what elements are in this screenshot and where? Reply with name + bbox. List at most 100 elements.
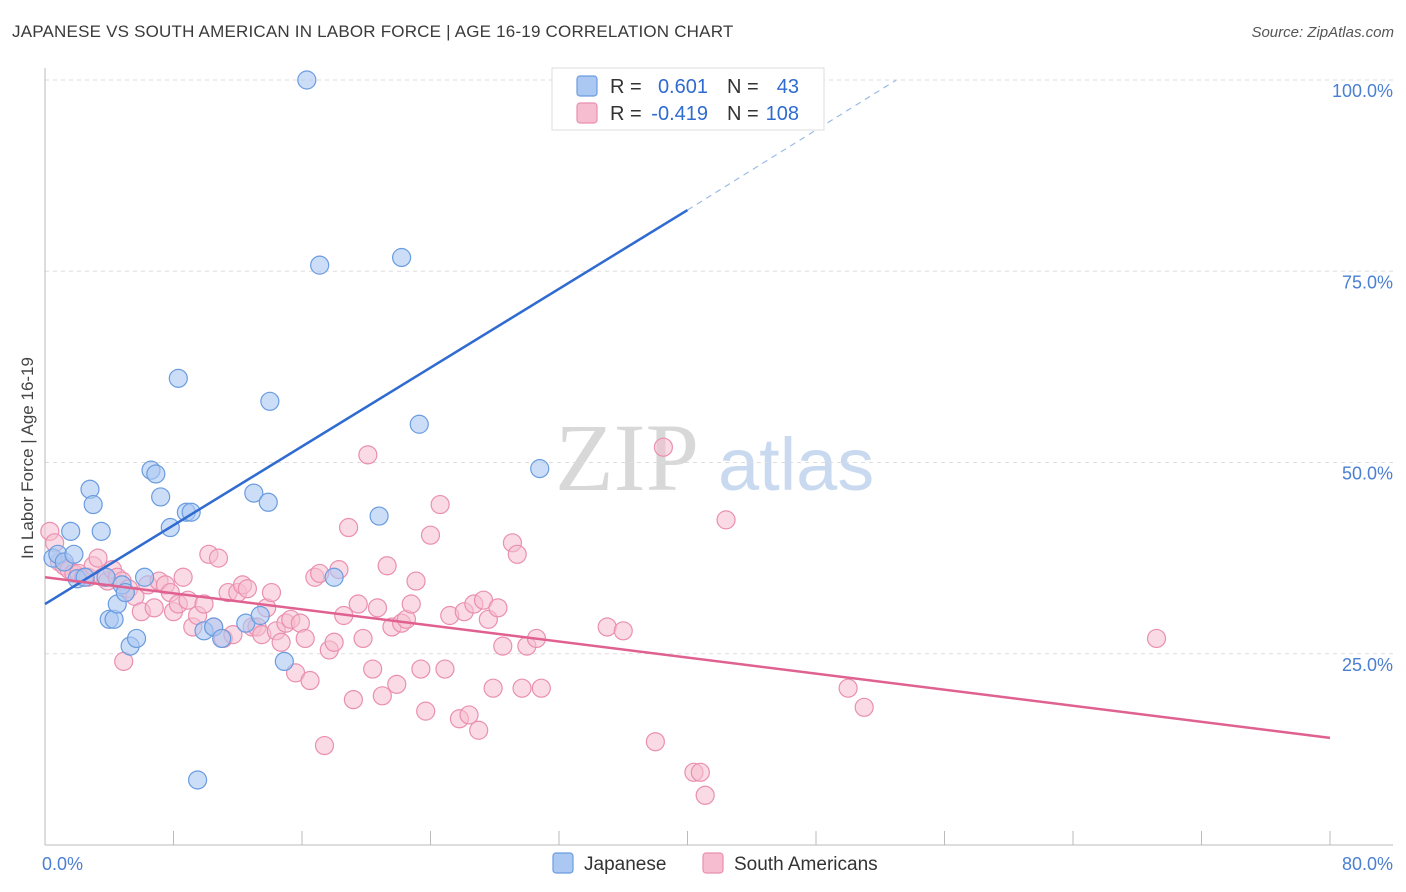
south-americans-point bbox=[406, 571, 426, 591]
watermark-atlas: atlas bbox=[718, 423, 874, 506]
south-americans-point bbox=[488, 598, 508, 618]
x-tick-labels: 0.0% 80.0% bbox=[42, 854, 1393, 874]
south-americans-point bbox=[338, 517, 359, 538]
y-tick-labels: 25.0% 50.0% 75.0% 100.0% bbox=[1332, 81, 1393, 675]
watermark-zip: ZIP bbox=[555, 404, 699, 511]
trend-lines bbox=[44, 79, 1331, 740]
y-tick-label-50: 50.0% bbox=[1342, 464, 1393, 484]
japanese-point bbox=[146, 464, 166, 484]
south-americans-point bbox=[716, 510, 736, 530]
south-americans-point bbox=[420, 525, 441, 545]
japanese-point bbox=[274, 651, 294, 672]
south-americans-point bbox=[653, 437, 674, 457]
south-americans-point bbox=[695, 785, 715, 805]
japanese-point bbox=[187, 770, 208, 790]
y-tick-label-25: 25.0% bbox=[1342, 655, 1393, 675]
japanese-point bbox=[391, 247, 412, 268]
japanese-point bbox=[260, 391, 280, 411]
bottom-legend-label-japanese: Japanese bbox=[584, 854, 666, 875]
south-americans-point bbox=[531, 678, 551, 698]
x-tick-label-0: 0.0% bbox=[42, 854, 83, 874]
south-americans-point bbox=[838, 678, 858, 698]
chart-title: JAPANESE VS SOUTH AMERICAN IN LABOR FORC… bbox=[12, 22, 734, 41]
watermark: ZIP atlas bbox=[555, 404, 874, 511]
south-americans-point bbox=[459, 705, 479, 725]
bottom-legend-swatch-japanese bbox=[552, 852, 574, 874]
south-americans-point bbox=[271, 632, 291, 652]
legend-n-value-south-americans: 108 bbox=[766, 103, 799, 125]
south-americans-point bbox=[493, 636, 513, 656]
south-americans-point bbox=[597, 617, 617, 637]
south-americans-point bbox=[854, 697, 874, 717]
south-americans-point bbox=[343, 690, 363, 710]
japanese-point bbox=[409, 414, 429, 434]
south-americans-point bbox=[1146, 628, 1167, 649]
japanese-point bbox=[310, 255, 330, 275]
legend-r-value-japanese: 0.601 bbox=[658, 76, 708, 98]
south-americans-point bbox=[88, 548, 108, 568]
south-americans-point bbox=[401, 594, 421, 614]
south-americans-point bbox=[372, 686, 392, 706]
japanese-point bbox=[61, 521, 81, 541]
south-americans-point bbox=[512, 678, 532, 698]
japanese-point bbox=[369, 506, 389, 526]
south-americans-point bbox=[237, 579, 257, 599]
legend-n-label-japanese: N = bbox=[727, 76, 759, 98]
source-credit: Source: ZipAtlas.com bbox=[1251, 24, 1394, 41]
y-axis-label: In Labor Force | Age 16-19 bbox=[18, 357, 37, 559]
south-americans-point bbox=[144, 598, 164, 618]
japanese-point bbox=[168, 368, 188, 388]
legend-n-value-japanese: 43 bbox=[777, 76, 799, 98]
south-americans-point bbox=[295, 628, 315, 649]
japanese-point bbox=[250, 605, 270, 626]
japanese-point bbox=[151, 487, 171, 507]
y-tick-label-100: 100.0% bbox=[1332, 81, 1393, 101]
south-americans-point bbox=[363, 659, 383, 679]
japanese-point bbox=[64, 544, 84, 564]
south-americans-trend-line bbox=[44, 576, 1331, 740]
south-americans-point bbox=[173, 567, 193, 587]
japanese-point bbox=[324, 567, 344, 587]
south-americans-point bbox=[416, 701, 436, 721]
south-americans-point bbox=[613, 621, 633, 641]
japanese-point bbox=[134, 567, 155, 587]
legend-swatch-japanese bbox=[576, 75, 598, 97]
south-americans-point bbox=[300, 670, 320, 691]
japanese-point bbox=[212, 628, 232, 649]
south-americans-point bbox=[645, 732, 665, 752]
south-americans-point bbox=[690, 762, 710, 782]
south-americans-point bbox=[430, 494, 450, 515]
south-americans-point bbox=[314, 735, 335, 756]
south-americans-point bbox=[483, 678, 503, 698]
legend-n-label-south-americans: N = bbox=[727, 103, 759, 125]
south-americans-point bbox=[367, 598, 388, 618]
south-americans-point bbox=[507, 544, 527, 564]
y-tick-label-75: 75.0% bbox=[1342, 272, 1393, 292]
japanese-point bbox=[91, 521, 111, 541]
south-americans-point bbox=[194, 594, 214, 614]
grid-lines bbox=[45, 79, 1393, 655]
south-americans-point bbox=[348, 594, 368, 614]
legend-r-label-south-americans: R = bbox=[610, 103, 642, 125]
south-americans-point bbox=[377, 556, 397, 576]
japanese-point bbox=[126, 628, 147, 649]
bottom-legend-label-south-americans: South Americans bbox=[734, 854, 878, 875]
japanese-trend-extension bbox=[687, 79, 897, 211]
japanese-point bbox=[96, 567, 116, 587]
japanese-point bbox=[297, 70, 317, 90]
japanese-point bbox=[530, 459, 550, 479]
legend-swatch-south-americans bbox=[576, 102, 598, 124]
japanese-point bbox=[258, 492, 278, 512]
japanese-trend-line bbox=[44, 208, 689, 606]
south-americans-point bbox=[435, 659, 455, 679]
south-americans-point bbox=[411, 659, 431, 679]
legend-r-label-japanese: R = bbox=[610, 76, 642, 98]
axes bbox=[44, 68, 1393, 846]
japanese-point bbox=[244, 483, 264, 503]
south-americans-point bbox=[358, 445, 378, 465]
south-americans-point bbox=[353, 628, 373, 649]
japanese-point bbox=[83, 494, 103, 515]
bottom-legend-swatch-south-americans bbox=[702, 852, 724, 874]
south-americans-point bbox=[324, 632, 344, 652]
